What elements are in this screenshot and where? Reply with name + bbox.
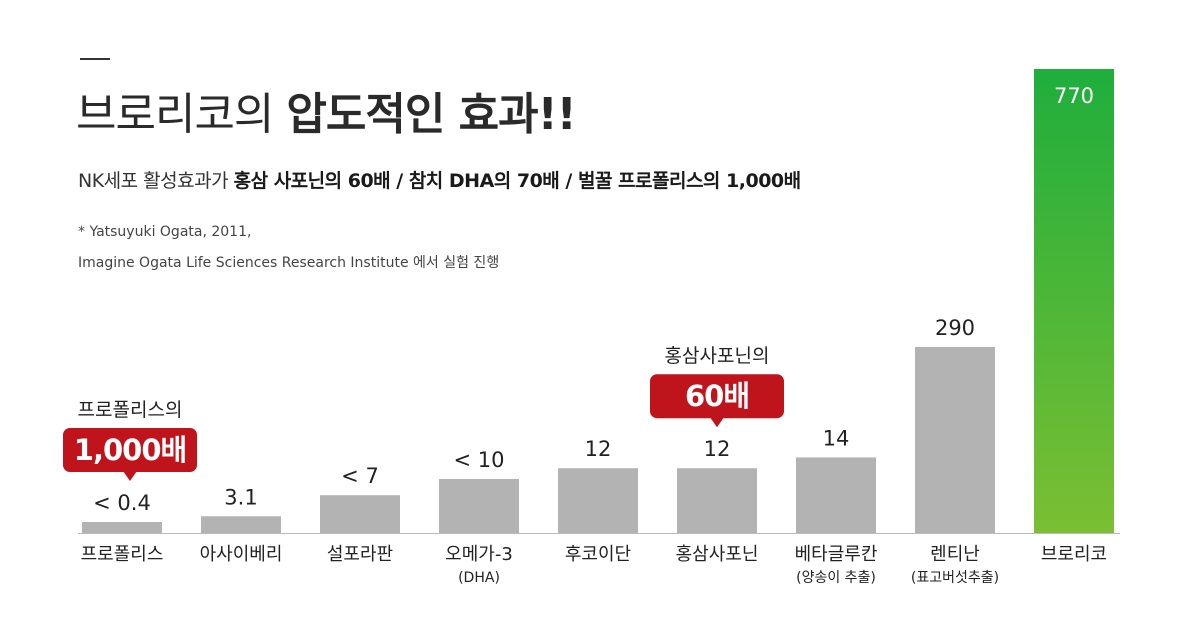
bar-value-label: 12 xyxy=(585,437,612,461)
category-label: 브로리코 xyxy=(1041,544,1107,565)
bar-value-label: 3.1 xyxy=(224,485,257,509)
category-sublabel: (양송이 추출) xyxy=(796,570,876,586)
callout-badge-text: 60배 xyxy=(685,379,749,413)
callout: 60배 홍삼사포닌의 xyxy=(650,345,784,428)
bar-value-label: 770 xyxy=(1054,84,1094,108)
bar xyxy=(558,468,638,533)
category-label: 홍삼사포닌 xyxy=(676,544,759,565)
subtitle: NK세포 활성효과가 홍삼 사포닌의 60배 / 참치 DHA의 70배 / 벌… xyxy=(78,166,801,193)
category-label: 오메가-3 xyxy=(445,544,513,565)
category-sublabel: (DHA) xyxy=(458,570,500,586)
title-accent-dash xyxy=(80,58,110,60)
callout-caption: 홍삼사포닌의 xyxy=(665,345,770,367)
bar-value-label: < 7 xyxy=(341,464,379,488)
bar xyxy=(439,479,519,533)
category-label: 설포라판 xyxy=(327,544,393,565)
bar xyxy=(677,468,757,533)
source-note-line1: * Yatsuyuki Ogata, 2011, xyxy=(78,224,252,240)
page-title: 브로리코의 압도적인 효과!! xyxy=(76,78,577,142)
callout: 1,000배 프로폴리스의 xyxy=(63,399,197,481)
bar-value-label: 14 xyxy=(823,426,850,450)
source-note-line2: Imagine Ogata Life Sciences Research Ins… xyxy=(78,255,500,271)
callout-badge xyxy=(650,374,784,419)
bar-value-label: 12 xyxy=(704,437,731,461)
category-label: 베타글루칸 xyxy=(795,544,878,565)
bar xyxy=(796,457,876,533)
callout-caption: 프로폴리스의 xyxy=(78,399,183,421)
page-title-bold: 압도적인 효과!! xyxy=(286,89,576,140)
callout-pointer xyxy=(710,417,724,428)
bar xyxy=(915,347,995,533)
bar xyxy=(82,522,162,533)
callout-pointer xyxy=(123,471,137,481)
category-sublabel: (표고버섯추출) xyxy=(911,570,999,586)
category-label: 후코이단 xyxy=(565,544,631,565)
bar-value-label: 290 xyxy=(935,316,975,340)
page-title-light: 브로리코의 xyxy=(76,89,287,140)
bar-highlight xyxy=(1034,69,1114,533)
category-label: 렌티난 xyxy=(930,544,980,565)
bar-value-label: < 0.4 xyxy=(93,491,151,515)
bar-value-label: < 10 xyxy=(454,448,505,472)
category-label: 아사이베리 xyxy=(200,544,283,565)
callout-badge-text: 1,000배 xyxy=(74,433,186,467)
bar xyxy=(201,516,281,533)
subtitle-prefix: NK세포 활성효과가 xyxy=(78,170,234,192)
callout-badge xyxy=(63,428,197,472)
category-label: 프로폴리스 xyxy=(81,544,164,565)
bar xyxy=(320,495,400,533)
subtitle-bold: 홍삼 사포닌의 60배 / 참치 DHA의 70배 / 벌꿀 프로폴리스의 1,… xyxy=(233,170,801,192)
